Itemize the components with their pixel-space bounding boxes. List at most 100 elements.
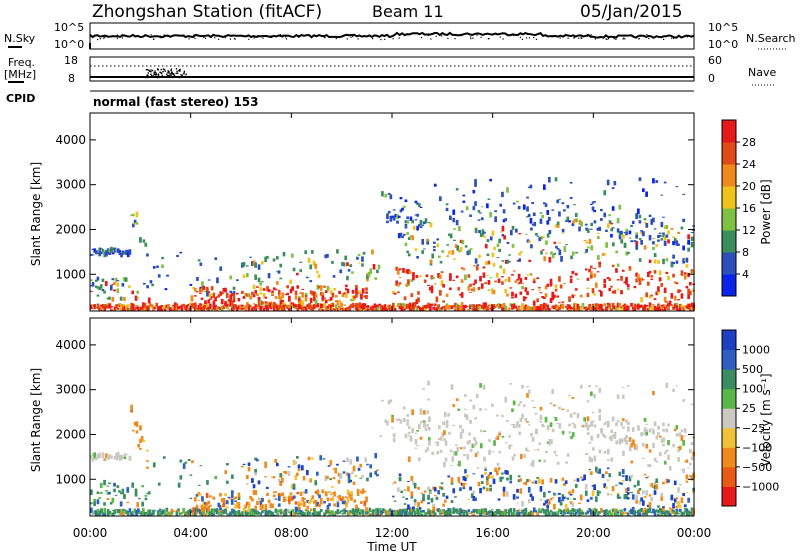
range-gate-cell <box>418 509 422 515</box>
range-gate-cell <box>680 270 684 276</box>
range-gate-cell <box>446 244 450 246</box>
range-gate-cell <box>417 508 420 512</box>
range-gate-cell <box>665 450 669 452</box>
range-gate-cell <box>521 286 524 290</box>
nave-dot <box>145 69 148 71</box>
range-gate-cell <box>462 509 466 512</box>
range-gate-cell <box>202 305 206 311</box>
nave-dot <box>154 70 156 72</box>
range-gate-cell <box>307 257 311 263</box>
nave-dot <box>170 68 173 70</box>
range-gate-cell <box>670 261 674 268</box>
range-gate-cell <box>625 435 628 439</box>
range-gate-cell <box>314 490 318 494</box>
range-gate-cell <box>351 299 355 302</box>
range-gate-cell <box>294 307 298 309</box>
range-gate-cell <box>561 232 565 234</box>
range-gate-cell <box>219 266 223 271</box>
range-gate-cell <box>690 512 694 516</box>
range-gate-cell <box>95 250 98 255</box>
range-gate-cell <box>680 497 684 504</box>
range-gate-cell <box>546 425 550 431</box>
nave-dot <box>151 69 154 72</box>
noise-search-dot <box>285 36 287 38</box>
range-gate-cell <box>405 497 409 500</box>
range-gate-cell <box>364 457 368 463</box>
range-gate-cell <box>151 283 154 287</box>
range-gate-cell <box>650 305 654 311</box>
range-gate-cell <box>538 305 541 311</box>
range-gate-cell <box>282 496 286 502</box>
range-gate-cell <box>595 466 598 472</box>
range-gate-cell <box>479 429 483 433</box>
range-gate-cell <box>106 304 110 308</box>
range-gate-cell <box>242 274 246 278</box>
range-gate-cell <box>593 511 596 516</box>
range-gate-cell <box>291 302 294 305</box>
range-gate-cell <box>529 273 533 275</box>
range-gate-cell <box>123 251 127 255</box>
range-gate-cell <box>575 218 578 223</box>
range-gate-cell <box>336 308 340 310</box>
range-gate-cell <box>473 437 476 441</box>
range-gate-cell <box>380 305 383 309</box>
range-gate-cell <box>412 307 415 311</box>
range-gate-cell <box>212 513 216 516</box>
range-gate-cell <box>116 485 120 489</box>
range-gate-cell <box>665 258 669 262</box>
range-gate-cell <box>342 471 346 474</box>
range-gate-cell <box>598 449 602 454</box>
time-tick-label: 04:00 <box>173 526 208 540</box>
range-gate-cell <box>521 513 524 515</box>
range-gate-cell <box>453 451 456 456</box>
range-gate-cell <box>450 477 454 483</box>
range-gate-cell <box>680 469 684 471</box>
range-gate-cell <box>207 308 211 311</box>
range-gate-cell <box>410 507 414 512</box>
range-gate-cell <box>570 255 573 260</box>
range-gate-cell <box>202 285 206 290</box>
range-gate-cell <box>590 273 593 279</box>
range-gate-cell <box>445 203 449 206</box>
range-gate-cell <box>677 433 680 437</box>
range-gate-cell <box>435 307 439 310</box>
range-gate-cell <box>197 484 201 486</box>
range-gate-cell <box>249 256 252 258</box>
range-gate-cell <box>595 303 598 308</box>
range-gate-cell <box>491 288 494 294</box>
range-gate-cell <box>488 439 491 442</box>
range-gate-cell <box>319 303 323 309</box>
range-gate-cell <box>677 243 680 246</box>
range-gate-cell <box>469 448 473 452</box>
range-gate-cell <box>628 268 632 271</box>
noise-tick-top-right: 10^5 <box>708 21 738 34</box>
range-gate-cell <box>560 256 563 262</box>
range-gate-cell <box>110 305 113 308</box>
range-gate-cell <box>296 507 300 511</box>
range-gate-cell <box>267 273 271 279</box>
range-gate-cell <box>324 255 328 259</box>
range-gate-cell <box>229 290 233 293</box>
range-gate-cell <box>678 289 682 292</box>
range-gate-cell <box>297 468 301 472</box>
range-gate-cell <box>455 306 459 311</box>
range-gate-cell <box>583 306 586 310</box>
range-gate-cell <box>571 432 575 437</box>
range-gate-cell <box>279 511 283 515</box>
range-gate-cell <box>461 239 465 245</box>
range-gate-cell <box>620 308 623 311</box>
range-gate-cell <box>135 222 139 225</box>
range-gate-cell <box>190 295 194 297</box>
noise-search-dot <box>581 37 583 40</box>
range-gate-cell <box>501 191 504 198</box>
range-gate-cell <box>655 484 659 490</box>
range-gate-cell <box>628 437 632 442</box>
range-gate-cell <box>272 287 276 290</box>
range-gate-cell <box>573 412 576 415</box>
range-gate-cell <box>346 511 350 513</box>
range-gate-cell <box>544 305 548 307</box>
range-gate-cell <box>598 305 602 311</box>
range-gate-cell <box>282 499 286 502</box>
range-gate-cell <box>247 503 251 505</box>
range-gate-cell <box>236 510 239 515</box>
